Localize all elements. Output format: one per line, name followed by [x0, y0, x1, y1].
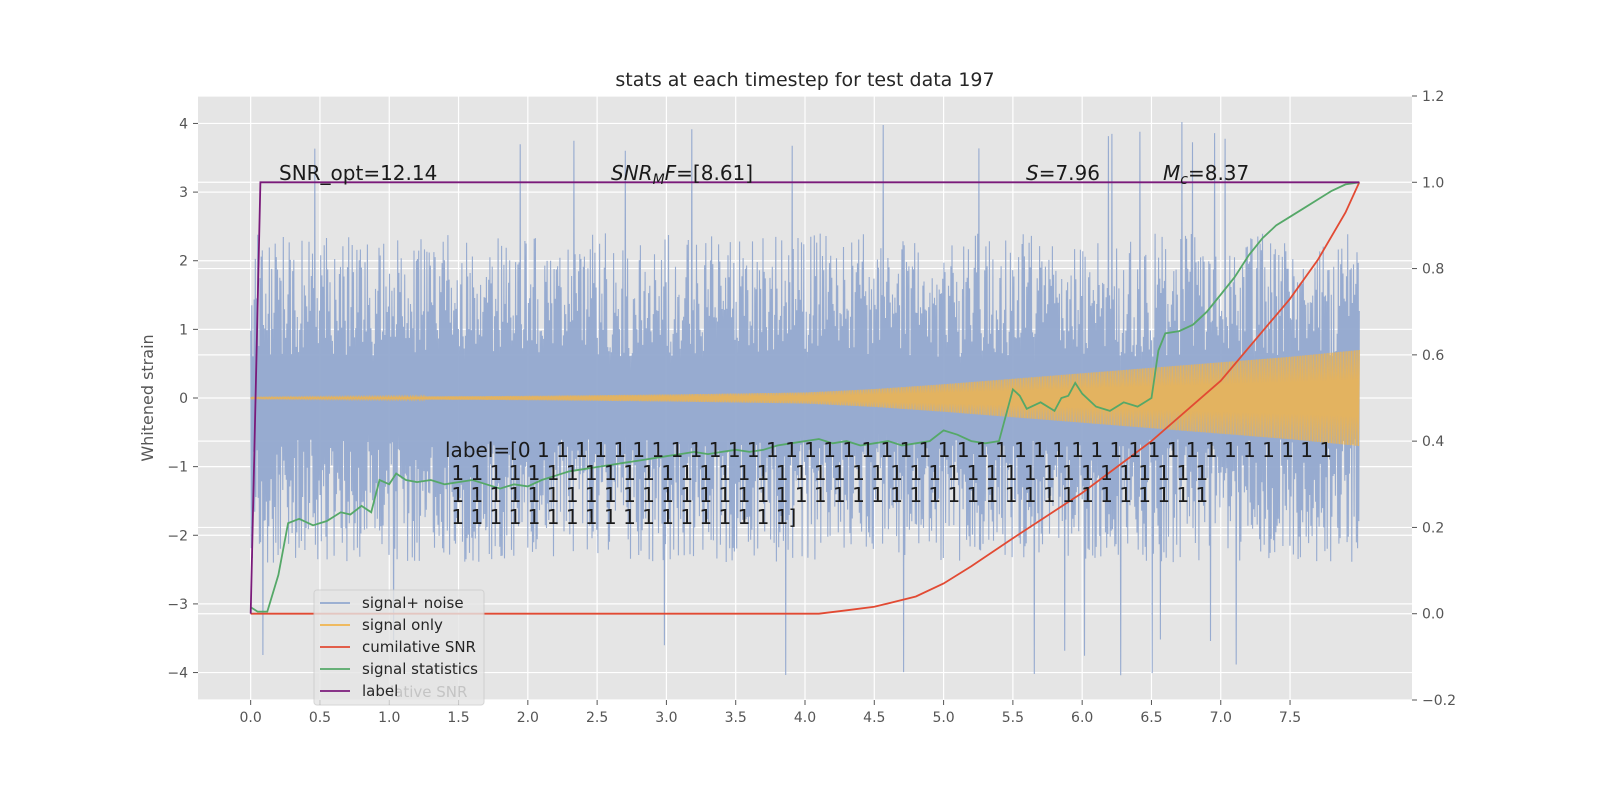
y-tick-label: −3	[167, 597, 188, 613]
legend-ghost-text: lative SNR	[390, 683, 467, 701]
x-tick-label: 6.0	[1071, 710, 1093, 726]
x-tick-label: 5.5	[1002, 710, 1024, 726]
x-tick-label: 4.5	[863, 710, 885, 726]
legend-label: label	[362, 682, 398, 700]
y-tick-label: 2	[179, 254, 188, 270]
series-line-signal-statistics	[250, 181, 1360, 613]
y2-tick-label: −0.2	[1422, 693, 1456, 709]
y2-tick-label: 1.2	[1422, 89, 1444, 105]
legend-frame	[313, 589, 485, 706]
y-tick-label: 0	[179, 391, 188, 407]
series-line-signal-noise	[250, 121, 1360, 676]
legend: lative SNR signal+ noise signal only cumila…	[313, 589, 485, 706]
y2-tick-label: 0.2	[1422, 520, 1444, 536]
x-tick-label: 1.0	[378, 710, 400, 726]
annotation-label-line: 1 1 1 1 1 1 1 1 1 1 1 1 1 1 1 1 1 1 1 1 …	[445, 461, 1208, 485]
x-tick-label: 0.5	[309, 710, 331, 726]
x-tick-label: 7.5	[1279, 710, 1301, 726]
x-tick-label: 1.5	[447, 710, 469, 726]
x-tick-label: 4.0	[794, 710, 816, 726]
annotation-label-line: 1 1 1 1 1 1 1 1 1 1 1 1 1 1 1 1 1 1]	[445, 505, 796, 529]
y2-tick-label: 1.0	[1422, 175, 1444, 191]
y-tick-label: 4	[179, 116, 188, 132]
series-line-signal-only	[250, 349, 1360, 447]
annotation-layer: SNR_opt=12.14 SNRMF=[8.61] S=7.96 Mc=8.37 la…	[279, 161, 1332, 529]
x-tick-label: 3.5	[725, 710, 747, 726]
series-layer	[249, 121, 1361, 676]
legend-label: cumilative SNR	[362, 638, 476, 656]
x-tick-label: 0.0	[240, 710, 262, 726]
annotation-label-line: 1 1 1 1 1 1 1 1 1 1 1 1 1 1 1 1 1 1 1 1 …	[445, 483, 1208, 507]
legend-label: signal only	[362, 616, 443, 634]
y2-tick-label: 0.6	[1422, 348, 1444, 364]
y2-tick-label: 0.8	[1422, 262, 1444, 278]
annotation-snr-opt: SNR_opt=12.14	[279, 161, 437, 185]
y-tick-label: −2	[167, 528, 188, 544]
annotation-s-value: S=7.96	[1026, 161, 1100, 185]
legend-label: signal statistics	[362, 660, 478, 678]
y-tick-label: −1	[167, 460, 188, 476]
series-line-cumulative-snr	[250, 181, 1361, 615]
legend-label: signal+ noise	[362, 594, 464, 612]
y2-tick-label: 0.4	[1422, 434, 1444, 450]
x-tick-label: 7.0	[1210, 710, 1232, 726]
y-tick-label: 1	[179, 322, 188, 338]
chart-title: stats at each timestep for test data 197	[615, 69, 994, 91]
y2-tick-label: 0.0	[1422, 607, 1444, 623]
y-axis-label: Whitened strain	[138, 334, 157, 461]
annotation-mc-value: Mc=8.37	[1163, 161, 1249, 188]
x-tick-label: 5.0	[932, 710, 954, 726]
x-tick-label: 2.0	[517, 710, 539, 726]
x-tick-label: 2.5	[586, 710, 608, 726]
series-line-label	[249, 181, 1360, 614]
axes-layer: 0.0 0.5 1.0 1.5 2.0 2.5 3.0 3.5 4.0 4.5 5.0 5.5 6.0 6…	[167, 89, 1456, 726]
y-tick-label: −4	[167, 666, 188, 682]
x-tick-label: 6.5	[1140, 710, 1162, 726]
annotation-snr-mf: SNRMF=[8.61]	[611, 161, 753, 188]
annotation-label-line: label=[0 1 1 1 1 1 1 1 1 1 1 1 1 1 1 1 1…	[445, 438, 1332, 462]
x-tick-label: 3.0	[655, 710, 677, 726]
y-tick-label: 3	[179, 185, 188, 201]
